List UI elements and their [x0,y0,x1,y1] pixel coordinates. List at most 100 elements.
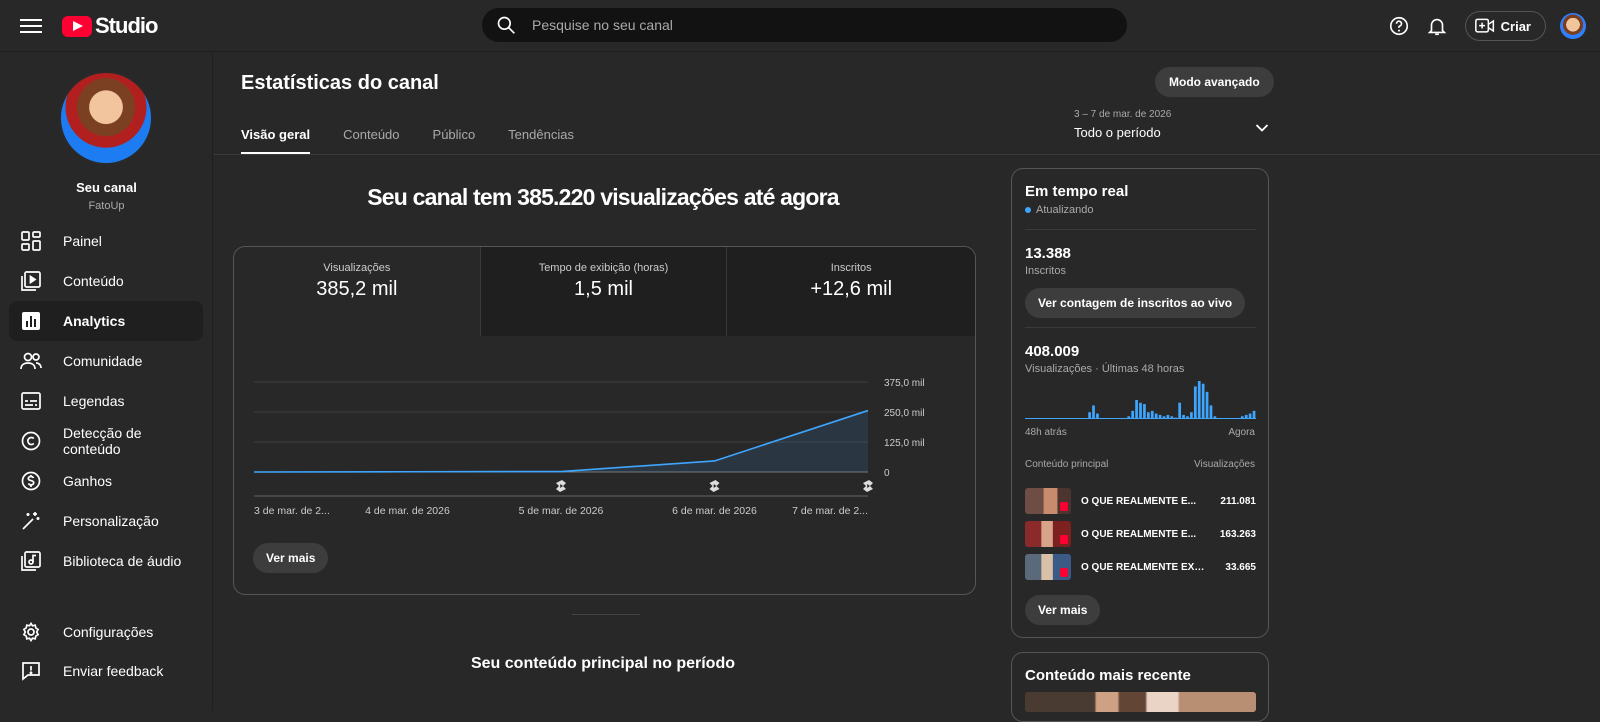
search-input[interactable] [532,17,1092,33]
hour-bar[interactable] [1174,418,1177,419]
hour-bar[interactable] [1163,416,1166,419]
sidebar-item-label: Ganhos [63,473,112,489]
tab-conteudo[interactable]: Conteúdo [343,127,399,155]
x-tick-label: 4 de mar. de 2026 [365,505,450,517]
sidebar-item-painel[interactable]: Painel [9,221,203,261]
hour-bar[interactable] [1088,412,1091,419]
notifications-icon[interactable] [1425,14,1449,38]
list-item[interactable]: O QUE REALMENTE E... 163.263 [1025,520,1256,548]
create-button[interactable]: Criar [1465,11,1546,41]
live-subscriber-count-button[interactable]: Ver contagem de inscritos ao vivo [1025,288,1245,318]
see-more-button[interactable]: Ver mais [1025,595,1100,625]
hour-bar[interactable] [1202,384,1205,419]
hour-bar[interactable] [1214,416,1217,419]
top-content-header: Conteúdo principal [1025,459,1108,470]
recent-video-thumbnail[interactable] [1025,692,1256,712]
tab-visao-geral[interactable]: Visão geral [241,127,310,155]
sidebar-item-label: Painel [63,233,102,249]
video-title: O QUE REALMENTE E... [1081,529,1205,540]
hour-bar[interactable] [1249,414,1252,419]
channel-avatar[interactable] [59,71,153,165]
sidebar: Seu canal FatoUp Painel Conteúdo Analyti… [0,52,213,711]
sidebar-item-label: Comunidade [63,353,142,369]
video-thumbnail [1025,521,1071,547]
sidebar-item-deteccao[interactable]: Detecção de conteúdo [9,421,203,461]
menu-icon[interactable] [20,16,42,36]
views-header: Visualizações [1194,459,1255,470]
video-thumbnail [1025,554,1071,580]
sidebar-item-legendas[interactable]: Legendas [9,381,203,421]
sidebar-item-configuracoes[interactable]: Configurações [9,612,203,652]
create-label: Criar [1501,19,1531,34]
shorts-marker-icon[interactable] [863,480,873,492]
hour-bar[interactable] [1131,411,1134,419]
advanced-mode-button[interactable]: Modo avançado [1155,67,1274,97]
main-content: Estatísticas do canal Modo avançado Visã… [214,52,1600,711]
shorts-marker-icon[interactable] [556,480,566,492]
channel-name: Seu canal [0,180,213,195]
sidebar-item-label: Configurações [63,624,153,640]
video-views: 211.081 [1220,496,1256,507]
hour-bar[interactable] [1253,411,1256,419]
hour-bar[interactable] [1151,411,1154,419]
sidebar-item-biblioteca-audio[interactable]: Biblioteca de áudio [9,541,203,581]
sidebar-item-analytics[interactable]: Analytics [9,301,203,341]
period-selector[interactable]: 3 – 7 de mar. de 2026 Todo o período [1074,109,1270,140]
help-icon[interactable] [1387,14,1411,38]
customization-icon [19,509,43,533]
hour-bar[interactable] [1170,416,1173,419]
sidebar-item-label: Personalização [63,513,159,529]
hour-bar[interactable] [1245,415,1248,419]
sidebar-item-personalizacao[interactable]: Personalização [9,501,203,541]
realtime-views-chart [1025,379,1256,419]
hour-bar[interactable] [1190,412,1193,419]
headline: Seu canal tem 385.220 visualizações até … [232,184,974,211]
realtime-card: Em tempo real Atualizando 13.388 Inscrit… [1011,168,1269,638]
hour-bar[interactable] [1178,403,1181,419]
sidebar-item-label: Biblioteca de áudio [63,553,181,569]
recent-content-title: Conteúdo mais recente [1025,667,1191,684]
hour-bar[interactable] [1127,416,1130,419]
sidebar-item-label: Analytics [63,313,125,329]
tab-tendencias[interactable]: Tendências [508,127,574,155]
see-more-button[interactable]: Ver mais [253,543,328,573]
sidebar-item-ganhos[interactable]: Ganhos [9,461,203,501]
hour-bar[interactable] [1182,415,1185,419]
analytics-icon [19,309,43,333]
realtime-title: Em tempo real [1025,183,1128,200]
live-dot-icon [1025,207,1031,213]
hour-bar[interactable] [1206,392,1209,419]
top-content-heading: Seu conteúdo principal no período [232,655,974,673]
overview-card: Visualizações 385,2 mil Tempo de exibiçã… [233,246,976,595]
realtime-status: Atualizando [1025,204,1094,216]
sidebar-item-conteudo[interactable]: Conteúdo [9,261,203,301]
divider [1025,229,1256,230]
hour-bar[interactable] [1186,416,1189,419]
hour-bar[interactable] [1135,400,1138,419]
tab-publico[interactable]: Público [433,127,476,155]
hour-bar[interactable] [1092,405,1095,419]
hour-bar[interactable] [1159,415,1162,419]
account-avatar[interactable] [1560,13,1586,39]
studio-logo[interactable]: Studio [62,13,157,39]
sidebar-item-feedback[interactable]: Enviar feedback [9,651,203,691]
x-tick-label: 5 de mar. de 2026 [519,505,604,517]
hour-bar[interactable] [1210,405,1213,419]
hour-bar[interactable] [1198,381,1201,419]
hour-bar[interactable] [1139,403,1142,419]
video-thumbnail [1025,488,1071,514]
list-item[interactable]: O QUE REALMENTE E... 211.081 [1025,487,1256,515]
shorts-marker-icon[interactable] [710,480,720,492]
hour-bar[interactable] [1155,414,1158,419]
search-bar[interactable] [482,8,1127,42]
hour-bar[interactable] [1143,404,1146,419]
list-item[interactable]: O QUE REALMENTE EXI... 33.665 [1025,553,1256,581]
hour-bar[interactable] [1147,412,1150,419]
hour-bar[interactable] [1241,416,1244,419]
channel-handle: FatoUp [0,200,213,212]
recent-content-card: Conteúdo mais recente [1011,652,1269,722]
hour-bar[interactable] [1096,414,1099,419]
hour-bar[interactable] [1167,415,1170,419]
sidebar-item-comunidade[interactable]: Comunidade [9,341,203,381]
hour-bar[interactable] [1194,386,1197,419]
